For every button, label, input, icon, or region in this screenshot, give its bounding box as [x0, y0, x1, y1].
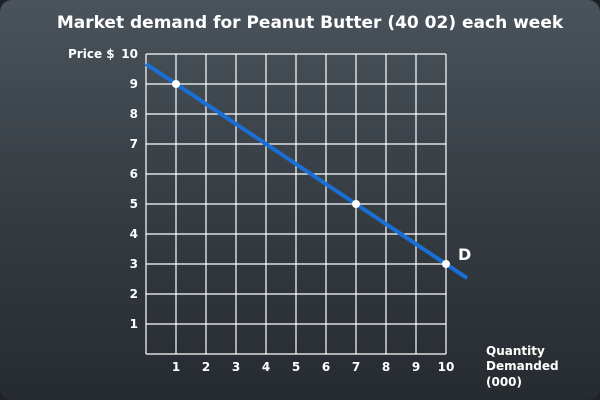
- x-tick-label: 2: [202, 360, 210, 374]
- y-tick-label: 9: [130, 77, 138, 91]
- tick-labels: 1 2 3 4 5 6 7 8 9 10 1 2 3 4 5 6 7 8 9 10: [121, 47, 454, 374]
- x-tick-label: 6: [322, 360, 330, 374]
- demand-curve-line: [144, 62, 469, 280]
- y-tick-label: 5: [130, 197, 138, 211]
- y-axis-label: Price $: [68, 47, 115, 61]
- data-point: [352, 200, 360, 208]
- x-tick-label: 3: [232, 360, 240, 374]
- series-label-d: D: [458, 245, 471, 264]
- series-layer: D: [144, 62, 471, 280]
- x-tick-label: 1: [172, 360, 180, 374]
- y-tick-label: 7: [130, 137, 138, 151]
- x-tick-label: 4: [262, 360, 270, 374]
- y-tick-label: 4: [130, 227, 138, 241]
- chart-title: Market demand for Peanut Butter (40 02) …: [57, 13, 564, 33]
- x-tick-label: 9: [412, 360, 420, 374]
- grid: [145, 53, 447, 355]
- y-tick-label: 6: [130, 167, 138, 181]
- x-tick-label: 10: [438, 360, 455, 374]
- y-tick-label: 10: [121, 47, 138, 61]
- x-axis-label-line-1: Quantity: [486, 344, 545, 358]
- y-tick-label: 3: [130, 257, 138, 271]
- x-tick-label: 8: [382, 360, 390, 374]
- x-tick-label: 7: [352, 360, 360, 374]
- y-tick-label: 1: [130, 317, 138, 331]
- data-point: [172, 80, 180, 88]
- y-tick-label: 2: [130, 287, 138, 301]
- y-tick-label: 8: [130, 107, 138, 121]
- x-axis-label-line-3: (000): [486, 375, 522, 389]
- x-axis-label-line-2: Demanded: [486, 359, 559, 373]
- x-tick-label: 5: [292, 360, 300, 374]
- data-point: [442, 260, 450, 268]
